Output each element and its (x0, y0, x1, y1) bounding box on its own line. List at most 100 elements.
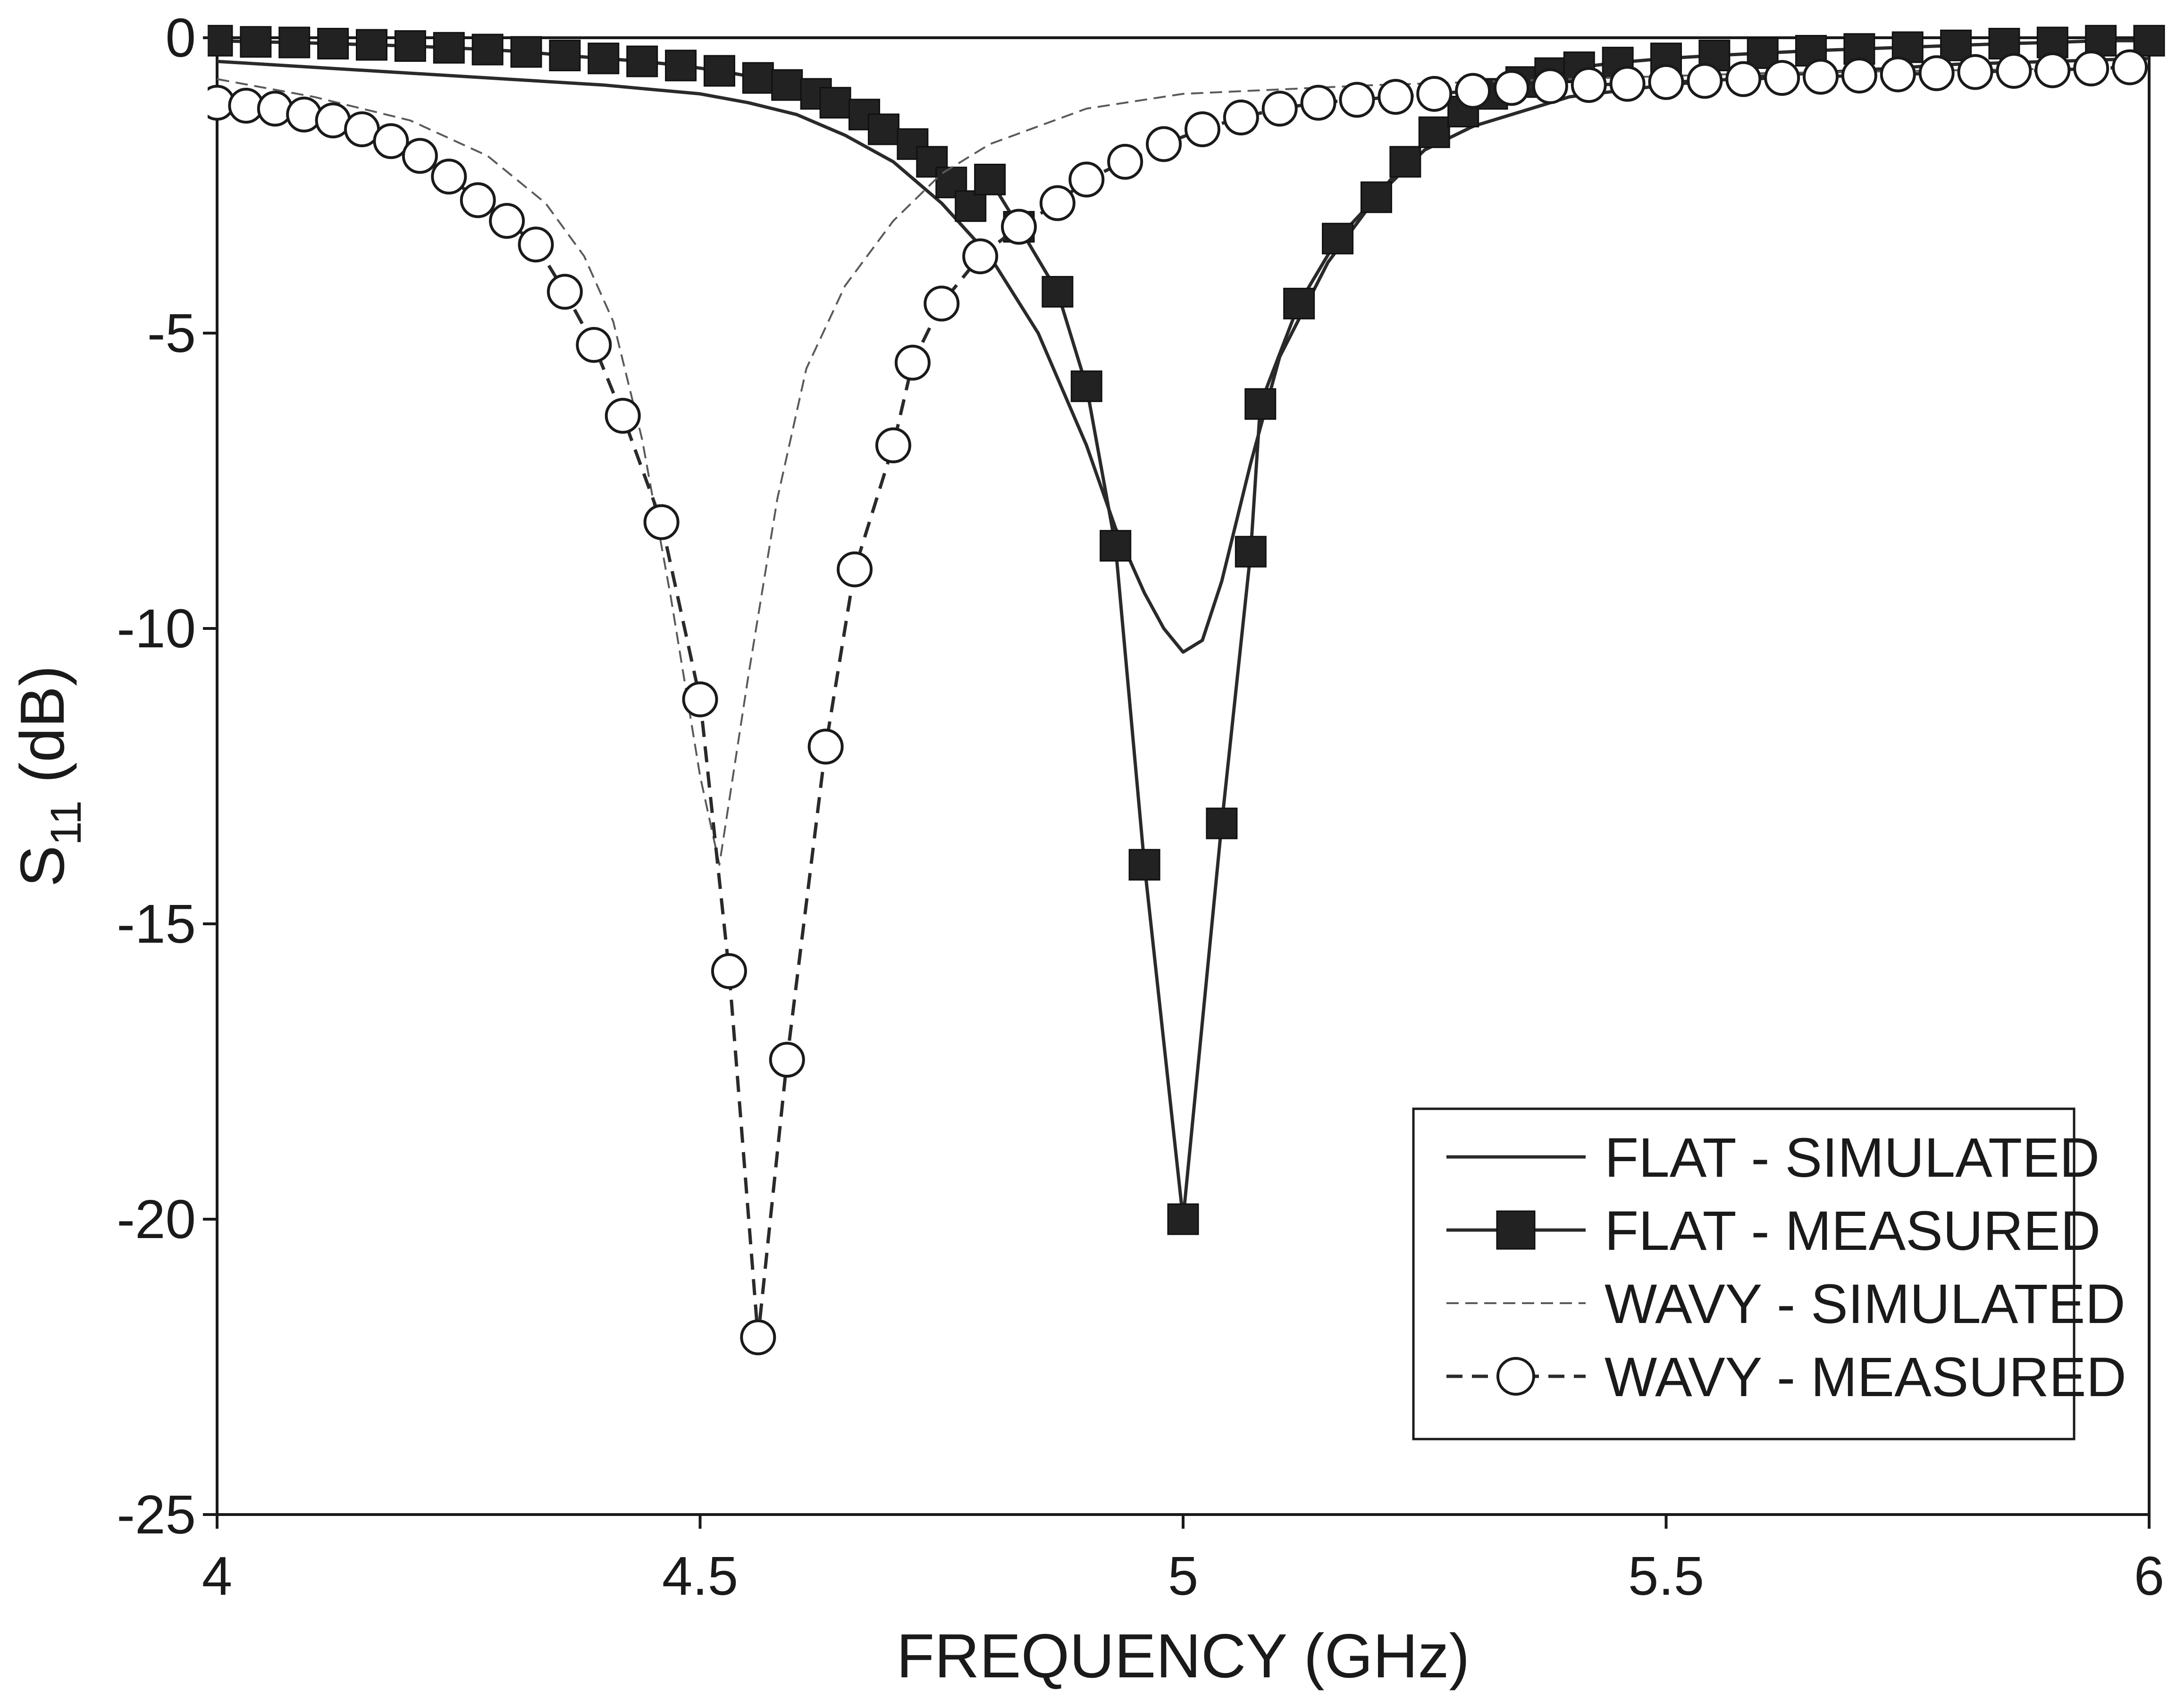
data-point-circle (837, 551, 873, 587)
legend-label: FLAT - SIMULATED (1605, 1127, 2100, 1189)
data-point-square (626, 45, 658, 77)
data-point-circle (1609, 66, 1646, 102)
data-point-circle (1725, 61, 1762, 97)
data-point-square (974, 163, 1006, 195)
data-point-circle (875, 427, 911, 463)
series-wavy-measured (208, 49, 2148, 1356)
legend: FLAT - SIMULATED FLAT - MEASURED WAVY - SI… (1412, 1107, 2126, 1440)
data-point-square (1418, 116, 1450, 148)
data-point-circle (894, 344, 931, 381)
data-point-circle (1039, 185, 1076, 221)
y-tick-label: 0 (165, 7, 196, 68)
data-point-circle (2112, 49, 2148, 85)
data-point-circle (2034, 52, 2071, 88)
x-axis: 4 4.5 5 5.5 6 (202, 1515, 2165, 1607)
data-point-circle (1378, 79, 1414, 115)
data-point-circle (740, 1319, 776, 1356)
legend-label: WAVY - SIMULATED (1605, 1273, 2126, 1335)
data-point-circle (1648, 64, 1684, 100)
y-axis-title-sub: 11 (42, 800, 90, 846)
data-point-circle (1496, 1357, 1535, 1396)
data-point-square (1940, 29, 1972, 61)
data-point-square (819, 87, 851, 119)
y-tick-label: -5 (147, 302, 196, 364)
data-point-circle (1339, 82, 1375, 118)
data-point-circle (1687, 63, 1723, 99)
data-point-circle (1068, 161, 1105, 198)
data-point-square (1283, 287, 1315, 319)
series-line (217, 57, 2150, 654)
data-point-circle (1261, 91, 1298, 127)
data-point-square (240, 26, 272, 58)
y-tick-label: -20 (117, 1189, 196, 1250)
data-point-square (1042, 276, 1074, 308)
data-point-circle (1184, 111, 1220, 148)
data-point-circle (1841, 58, 1877, 94)
y-tick-label: -15 (117, 893, 196, 954)
data-point-square (1244, 388, 1277, 420)
data-point-circle (1300, 84, 1336, 121)
data-point-square (1322, 223, 1354, 255)
data-point-circle (1957, 54, 1993, 90)
data-point-square (1206, 807, 1238, 839)
data-point-square (1496, 1210, 1536, 1250)
data-point-square (916, 146, 948, 178)
data-point-circle (1107, 143, 1143, 180)
data-point-circle (1918, 55, 1955, 92)
data-point-circle (643, 504, 680, 540)
data-point-square (1100, 530, 1132, 562)
data-point-circle (1146, 126, 1182, 162)
data-point-square (1360, 181, 1392, 213)
data-point-circle (1880, 56, 1916, 92)
data-point-circle (1001, 209, 1037, 245)
data-point-circle (489, 203, 525, 239)
data-point-circle (1571, 67, 1607, 103)
data-point-circle (1455, 73, 1491, 109)
legend-label: WAVY - MEASURED (1605, 1346, 2126, 1408)
legend-label: FLAT - MEASURED (1605, 1200, 2101, 1262)
data-point-square (510, 36, 542, 68)
y-axis-title-unit: (dB) (8, 665, 77, 800)
data-point-circle (605, 398, 641, 434)
data-point-circle (711, 953, 747, 989)
data-point-square (317, 28, 349, 60)
data-point-square (208, 25, 233, 57)
y-tick-label: -25 (117, 1484, 196, 1545)
series-line (217, 66, 2150, 866)
y-tick-label: -10 (117, 598, 196, 659)
data-point-circle (257, 91, 293, 127)
data-point-circle (1803, 59, 1839, 95)
data-point-square (1235, 536, 1267, 568)
data-point-circle (962, 238, 999, 275)
data-point-square (278, 26, 311, 59)
data-point-square (471, 33, 504, 66)
data-point-square (771, 69, 803, 101)
data-point-square (955, 190, 987, 222)
data-point-circle (769, 1041, 805, 1078)
data-point-circle (1764, 60, 1800, 96)
data-point-circle (807, 728, 844, 765)
x-tick-label: 5.5 (1628, 1545, 1704, 1607)
data-point-circle (682, 681, 718, 718)
data-point-circle (460, 182, 496, 218)
data-point-circle (286, 96, 322, 133)
data-point-circle (1996, 53, 2032, 89)
data-point-circle (546, 274, 583, 310)
data-point-circle (1416, 75, 1453, 112)
data-point-square (2133, 25, 2165, 57)
data-point-square (703, 55, 735, 87)
data-point-square (588, 42, 620, 75)
y-axis: 0 -5 -10 -15 -20 -25 (117, 7, 217, 1545)
series-layer (208, 25, 2165, 1356)
data-point-circle (518, 226, 554, 263)
y-axis-title: S11 (dB) (8, 665, 90, 887)
data-point-square (356, 29, 388, 61)
data-point-square (665, 50, 697, 82)
data-point-square (1128, 849, 1160, 881)
x-tick-label: 6 (2134, 1545, 2165, 1607)
data-point-circle (924, 285, 960, 322)
data-point-square (394, 30, 426, 62)
y-axis-title-main: S (8, 846, 77, 887)
data-point-circle (576, 327, 612, 363)
data-point-square (433, 32, 465, 64)
